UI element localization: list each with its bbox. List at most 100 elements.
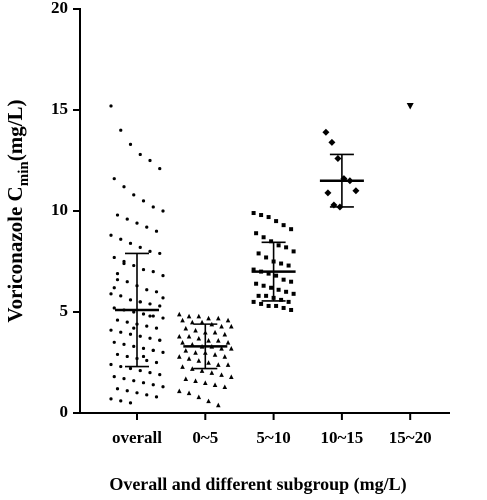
sd-bar (193, 323, 218, 370)
point (154, 229, 159, 233)
point (177, 354, 182, 359)
point (141, 199, 146, 203)
point (180, 364, 185, 369)
point (109, 328, 113, 332)
point (145, 324, 149, 328)
point (274, 303, 279, 308)
point (128, 241, 133, 245)
point (138, 334, 142, 338)
point (128, 401, 133, 405)
point (266, 303, 271, 308)
point (122, 377, 126, 381)
point (132, 326, 136, 330)
point (196, 358, 202, 363)
point (229, 346, 234, 351)
point (203, 380, 208, 385)
point (112, 340, 116, 344)
point (328, 138, 336, 146)
y-tick-label: 20 (51, 0, 68, 17)
point (193, 350, 198, 355)
point (212, 352, 218, 357)
point (206, 315, 211, 321)
point (219, 372, 224, 377)
point (291, 291, 296, 296)
y-label-text: Voriconazole C (3, 186, 27, 322)
point (183, 376, 189, 381)
point (145, 288, 149, 292)
point (352, 187, 360, 195)
point (225, 340, 231, 345)
point (112, 177, 116, 181)
point (122, 342, 126, 346)
point (125, 217, 129, 221)
point (193, 327, 198, 333)
point (186, 390, 192, 396)
point (109, 233, 113, 237)
point (115, 352, 120, 357)
point (229, 323, 234, 329)
point (286, 299, 291, 304)
sd-bar (125, 252, 149, 368)
point (151, 348, 155, 352)
point (138, 245, 142, 249)
point (151, 314, 155, 318)
point (177, 388, 182, 394)
point (154, 395, 159, 399)
point (112, 286, 116, 290)
point (193, 378, 198, 383)
point (274, 273, 279, 278)
point (161, 274, 165, 278)
point (109, 104, 113, 108)
sd-bar (261, 241, 286, 302)
point (138, 152, 142, 157)
point (322, 128, 330, 136)
point (145, 225, 149, 229)
point (141, 381, 146, 385)
point (138, 300, 142, 304)
point (190, 366, 195, 371)
point (281, 223, 286, 228)
point (119, 399, 123, 403)
point (284, 289, 289, 294)
point (264, 293, 269, 298)
point (406, 102, 414, 110)
point (132, 263, 136, 268)
point (128, 298, 133, 302)
point (115, 318, 120, 322)
x-tick-label: 10~15 (320, 428, 363, 447)
point (125, 389, 129, 393)
point (286, 263, 291, 268)
point (122, 261, 126, 266)
point (128, 366, 133, 371)
point (256, 293, 261, 298)
point (259, 301, 264, 306)
point (148, 158, 152, 163)
point (289, 307, 294, 312)
point (154, 290, 159, 294)
point (276, 287, 281, 292)
point (212, 382, 218, 388)
x-tick-label: 15~20 (389, 428, 432, 447)
point (212, 329, 218, 335)
point (274, 219, 279, 224)
point (284, 245, 289, 250)
x-tick-label: 0~5 (192, 428, 218, 447)
point (158, 251, 162, 256)
point (135, 391, 139, 395)
point (148, 302, 152, 306)
point (112, 375, 116, 379)
point (109, 397, 113, 401)
point (158, 338, 162, 342)
point (281, 305, 286, 310)
point (254, 231, 259, 236)
x-axis-label: Overall and different subgroup (mg/L) (109, 474, 406, 495)
point (216, 362, 221, 367)
point (261, 283, 266, 288)
point (115, 213, 120, 217)
point (119, 128, 123, 132)
point (148, 249, 152, 253)
point (180, 340, 185, 345)
point (135, 221, 139, 225)
point (225, 362, 231, 367)
point (269, 285, 274, 290)
